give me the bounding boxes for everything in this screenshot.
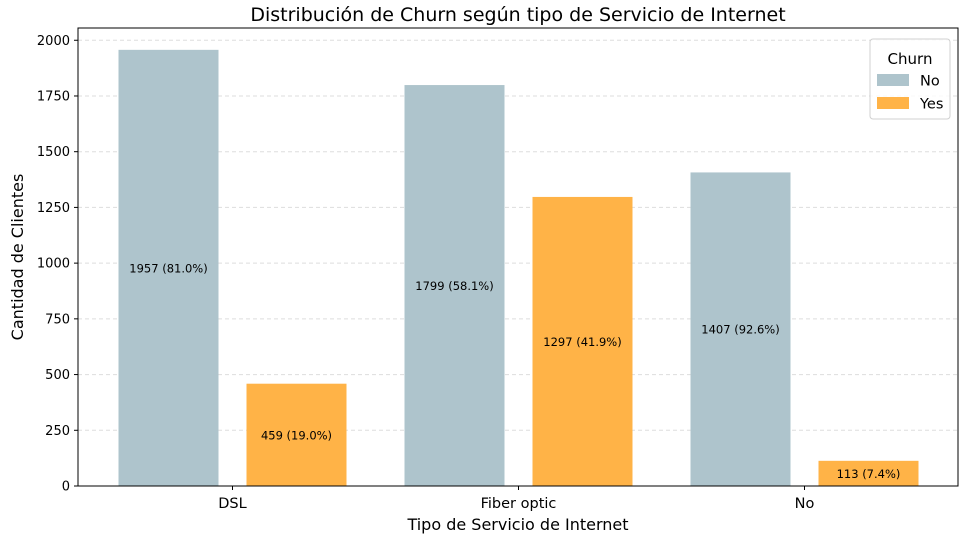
chart-title: Distribución de Churn según tipo de Serv… [250, 4, 785, 26]
bar-no-2 [690, 172, 791, 486]
legend-label: No [920, 74, 940, 90]
legend-swatch-yes [877, 97, 909, 109]
x-tick-label: No [795, 496, 815, 512]
bar-yes-1 [532, 196, 633, 486]
x-tick-label: DSL [218, 496, 246, 512]
y-tick-label: 1000 [37, 257, 70, 272]
y-axis-title: Cantidad de Clientes [8, 174, 27, 341]
y-tick-label: 1750 [37, 89, 70, 104]
bar-yes-0 [246, 383, 347, 486]
legend-label: Yes [919, 97, 943, 113]
y-tick-label: 750 [45, 312, 70, 327]
bar-value-label: 1407 (92.6%) [701, 323, 779, 337]
bar-value-labels: 1957 (81.0%) 459 (19.0%) 1799 (58.1%) 1297 … [129, 261, 900, 480]
bar-value-label: 1957 (81.0%) [129, 261, 207, 275]
y-tick-label: 1250 [37, 201, 70, 216]
x-axis: DSL Fiber optic No [218, 486, 814, 512]
bar-no-0 [118, 49, 219, 486]
y-tick-label: 1500 [37, 145, 70, 160]
y-tick-label: 250 [45, 424, 70, 439]
y-axis: 0 250 500 750 1000 1250 1500 1750 2000 [37, 34, 78, 495]
bar-value-label: 113 (7.4%) [837, 467, 901, 481]
bar-yes-2 [818, 460, 919, 486]
y-tick-label: 0 [62, 480, 70, 495]
legend-swatch-no [877, 74, 909, 86]
legend-title: Churn [888, 50, 933, 68]
bar-no-1 [404, 85, 505, 486]
legend-items: No Yes [877, 74, 943, 113]
legend: Churn No Yes [869, 38, 951, 120]
x-tick-label: Fiber optic [481, 496, 557, 512]
bar-value-label: 1297 (41.9%) [543, 335, 621, 349]
y-tick-label: 500 [45, 368, 70, 383]
bar-value-label: 459 (19.0%) [261, 428, 332, 442]
bar-value-label: 1799 (58.1%) [415, 279, 493, 293]
x-axis-title: Tipo de Servicio de Internet [406, 515, 628, 534]
bars [118, 49, 919, 486]
y-tick-label: 2000 [37, 34, 70, 49]
